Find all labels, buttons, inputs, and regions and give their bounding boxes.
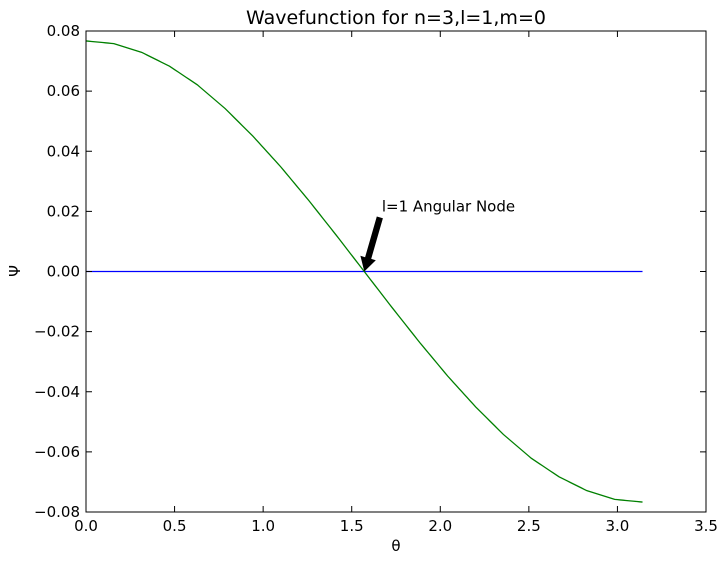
x-tick-label: 2.0 — [428, 517, 452, 535]
x-tick-label: 3.5 — [694, 517, 718, 535]
y-tick-label: 0.04 — [47, 142, 80, 160]
y-tick-label: −0.04 — [34, 383, 80, 401]
y-axis-label: Ψ — [6, 265, 24, 277]
x-tick-label: 0.0 — [74, 517, 98, 535]
annotation-arrow-0 — [360, 216, 383, 272]
y-axis: −0.08 −0.06 −0.04 −0.02 0.00 0.02 0.04 0.06 0.08 — [34, 22, 706, 521]
x-tick-label: 1.0 — [251, 517, 275, 535]
y-tick-label: −0.06 — [34, 443, 80, 461]
x-tick-label: 1.5 — [340, 517, 364, 535]
x-tick-label: 0.5 — [163, 517, 187, 535]
y-tick-label: −0.02 — [34, 323, 80, 341]
chart-title: Wavefunction for n=3,l=1,m=0 — [246, 7, 546, 29]
y-tick-label: 0.00 — [47, 263, 80, 281]
x-axis: 0.0 0.5 1.0 1.5 2.0 2.5 3.0 3.5 — [74, 31, 718, 535]
series-line-1 — [85, 40, 643, 503]
y-tick-label: 0.06 — [47, 82, 80, 100]
y-tick-label: 0.02 — [47, 202, 80, 220]
annotation-label-0: l=1 Angular Node — [382, 197, 515, 215]
x-tick-label: 2.5 — [517, 517, 541, 535]
series-layer — [85, 40, 643, 503]
y-tick-label: −0.08 — [34, 503, 80, 521]
x-tick-label: 3.0 — [605, 517, 629, 535]
y-tick-label: 0.08 — [47, 22, 80, 40]
x-axis-label: θ — [391, 537, 400, 555]
annotation-layer: l=1 Angular Node — [360, 197, 515, 272]
